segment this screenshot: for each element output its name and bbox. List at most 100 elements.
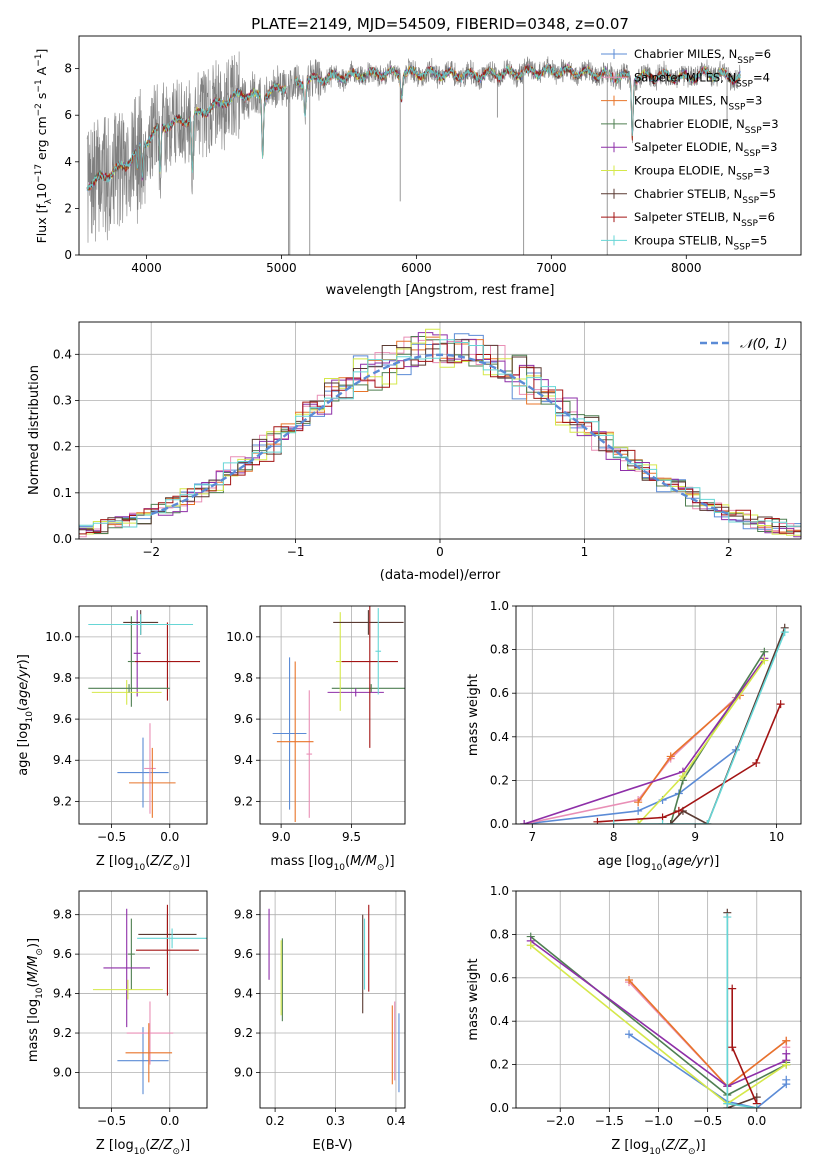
y-tick-label: 0.2 — [490, 773, 509, 787]
y-tick-label: 9.6 — [53, 947, 72, 961]
legend-label: Salpeter ELODIE, NSSP=3 — [634, 140, 777, 159]
spectrum-frame — [78, 35, 802, 256]
x-tick-label: −2.0 — [546, 1114, 575, 1128]
age-vs-Z-xlabel: Z [log10(Z/Z⊙)] — [96, 854, 190, 873]
y-tick-label: 9.4 — [234, 753, 253, 767]
mass-vs-ebv-frame — [259, 890, 406, 1109]
histogram-8 — [79, 339, 801, 535]
weight-marker — [776, 700, 785, 709]
weight-marker — [666, 820, 675, 824]
figure-title: PLATE=2149, MJD=54509, FIBERID=0348, z=0… — [251, 15, 629, 33]
residuals-axes: −2 −1 0 1 2 0.0 0.1 0.2 0.3 0.4 — [53, 322, 801, 559]
y-tick-label: 9.6 — [234, 947, 253, 961]
weight-marker — [520, 820, 529, 824]
weight-marker — [526, 941, 535, 950]
x-tick-label: −2 — [142, 545, 160, 559]
mass-weight-vs-age-ylabel: mass weight — [466, 674, 481, 756]
legend-label: Chabrier STELIB, NSSP=5 — [634, 187, 776, 206]
x-tick-label: 2 — [725, 545, 733, 559]
y-tick-label: 0.0 — [53, 532, 72, 546]
age-vs-mass-axes: 9.0 9.5 9.2 9.4 9.6 9.8 10.0 — [226, 606, 405, 844]
legend-label: Chabrier MILES, NSSP=6 — [634, 47, 771, 66]
y-tick-label: 9.8 — [234, 908, 253, 922]
x-tick-label: 1 — [581, 545, 589, 559]
y-tick-label: 0.8 — [490, 643, 509, 657]
weight-marker — [674, 806, 683, 815]
age-vs-Z-axes: −0.5 0.0 9.2 9.4 9.6 9.8 10.0 — [45, 606, 207, 844]
residual-histograms — [79, 328, 801, 538]
y-tick-label: 0.6 — [490, 971, 509, 985]
residual-ylabel: Normed distribution — [27, 365, 42, 495]
mass-weight-vs-Z-frame — [515, 890, 802, 1109]
x-tick-label: −1.0 — [644, 1114, 673, 1128]
y-tick-label: 0.3 — [53, 393, 72, 407]
y-tick-label: 9.4 — [53, 987, 72, 1001]
spectrum-axes: 4000 5000 6000 7000 8000 0 2 4 6 8 — [64, 62, 701, 275]
legend-label: Kroupa MILES, NSSP=3 — [634, 94, 762, 113]
weight-marker — [782, 1049, 791, 1058]
mass-vs-Z-frame — [78, 890, 208, 1109]
residuals-frame — [78, 321, 802, 540]
weight-marker — [723, 1099, 732, 1108]
y-tick-label: 0.2 — [53, 440, 72, 454]
histogram-5 — [79, 328, 801, 536]
x-tick-label: 7000 — [536, 261, 567, 275]
y-tick-label: 4 — [64, 155, 72, 169]
x-tick-label: 8000 — [671, 261, 702, 275]
mass-vs-Z-ylabel: mass [log10(M/M⊙)] — [26, 938, 45, 1062]
mass-weight-vs-Z-ylabel: mass weight — [466, 958, 481, 1040]
y-tick-label: 9.0 — [53, 1065, 72, 1079]
mass-vs-Z-errorbars — [92, 904, 207, 1095]
y-tick-label: 9.8 — [53, 671, 72, 685]
x-tick-label: 0.2 — [266, 1114, 285, 1128]
weight-marker — [752, 1104, 761, 1108]
y-tick-label: 9.6 — [53, 712, 72, 726]
x-tick-label: 9.0 — [272, 830, 291, 844]
y-tick-label: 10.0 — [45, 630, 72, 644]
x-tick-label: −0.5 — [97, 1114, 126, 1128]
y-tick-label: 10.0 — [226, 630, 253, 644]
x-tick-label: 5000 — [266, 261, 297, 275]
y-tick-label: 0 — [64, 248, 72, 262]
x-tick-label: −1.5 — [595, 1114, 624, 1128]
weight-marker — [634, 806, 643, 815]
weight-marker — [728, 984, 737, 993]
weight-marker — [728, 1043, 737, 1052]
weight-marker — [666, 752, 675, 761]
y-tick-label: 0.4 — [490, 1014, 509, 1028]
weight-marker — [752, 758, 761, 767]
x-tick-label: 6000 — [401, 261, 432, 275]
mass-vs-ebv-axes: 0.2 0.3 0.4 9.0 9.2 9.4 9.6 9.8 — [234, 891, 405, 1128]
mass-weight-vs-Z-xlabel: Z [log10(Z/Z⊙)] — [611, 1138, 705, 1157]
y-tick-label: 9.4 — [53, 753, 72, 767]
legend-label: Chabrier ELODIE, NSSP=3 — [634, 117, 779, 136]
weight-marker — [625, 975, 634, 984]
y-tick-label: 9.2 — [234, 794, 253, 808]
weight-marker — [593, 817, 602, 824]
spectrum-legend: Chabrier MILES, NSSP=6 Salpeter MILES, NS… — [601, 47, 779, 252]
spectrum-plot — [86, 51, 741, 255]
y-tick-label: 8 — [64, 62, 72, 76]
mass-vs-Z-axes: −0.5 0.0 9.0 9.2 9.4 9.6 9.8 — [53, 891, 207, 1128]
y-tick-label: 1.0 — [490, 884, 509, 898]
y-tick-label: 9.6 — [234, 712, 253, 726]
y-tick-label: 9.8 — [234, 671, 253, 685]
residual-xlabel: (data-model)/error — [380, 568, 501, 583]
x-tick-label: −0.5 — [693, 1114, 722, 1128]
y-tick-label: 9.8 — [53, 908, 72, 922]
weight-marker — [782, 1075, 791, 1084]
mass-vs-Z-xlabel: Z [log10(Z/Z⊙)] — [96, 1138, 190, 1157]
x-tick-label: −1 — [287, 545, 305, 559]
weight-series-4 — [523, 657, 766, 824]
mass-vs-ebv-xlabel: E(B-V) — [312, 1138, 352, 1153]
y-tick-label: 1.0 — [490, 599, 509, 613]
age-vs-mass-frame — [259, 605, 406, 825]
x-tick-label: 7 — [528, 830, 536, 844]
weight-marker — [703, 820, 712, 824]
model-spectrum-7 — [86, 65, 741, 191]
x-tick-label: 9.5 — [342, 830, 361, 844]
x-tick-label: 0.3 — [326, 1114, 345, 1128]
x-tick-label: 4000 — [131, 261, 162, 275]
x-tick-label: 0.0 — [160, 1114, 179, 1128]
legend-label: Salpeter MILES, NSSP=4 — [634, 70, 770, 89]
